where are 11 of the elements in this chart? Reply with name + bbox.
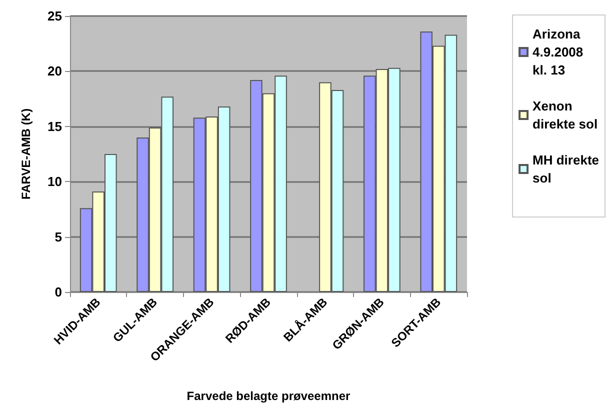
legend-label: MH direkte sol — [532, 152, 600, 186]
y-tick-label: 0 — [54, 284, 62, 300]
y-tick-label: 5 — [54, 229, 62, 244]
legend-label: Xenon direkte sol — [532, 98, 598, 132]
y-tick-label: 10 — [48, 174, 62, 190]
y-tick-label: 15 — [48, 118, 62, 134]
y-tick-label: 20 — [48, 64, 62, 79]
y-axis-title: FARVE-AMB (K) — [19, 108, 33, 200]
x-axis-title: Farvede belagte prøveemner — [186, 389, 351, 403]
legend-label: Arizona 4.9.2008 kl. 13 — [532, 26, 584, 78]
y-tick-label: 25 — [48, 8, 62, 24]
